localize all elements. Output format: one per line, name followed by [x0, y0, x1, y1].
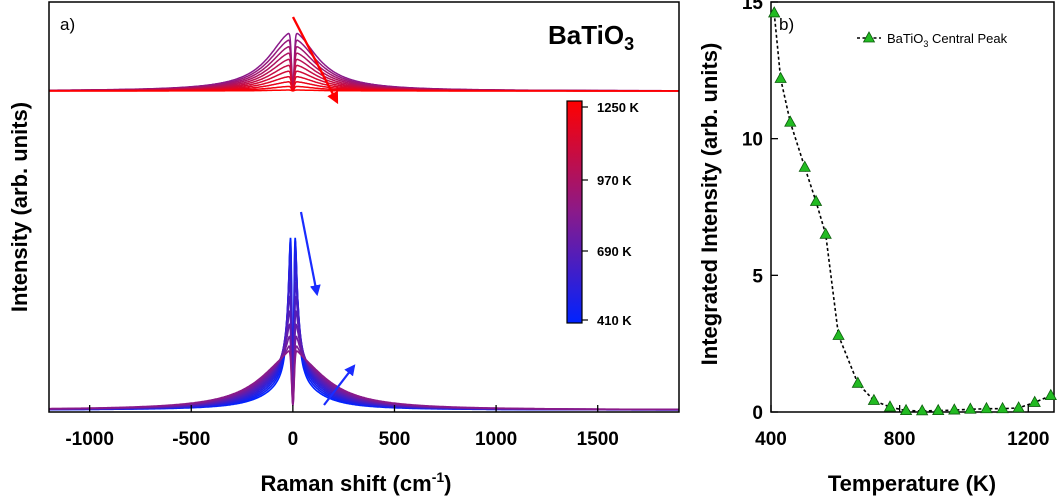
panel-a-x-tick-label: 1000 — [475, 429, 517, 450]
legend-marker — [862, 31, 876, 43]
spectrum-low-temp — [49, 310, 679, 411]
spectrum-low-temp — [49, 254, 679, 411]
spectrum-high-temp — [49, 52, 679, 92]
data-point-marker — [774, 71, 787, 83]
data-point-marker — [819, 227, 832, 239]
data-point-marker — [867, 393, 881, 405]
panel-a-x-tick-label: 500 — [379, 429, 411, 450]
panel-a-x-tick-label: -1000 — [65, 429, 114, 450]
panel-b-series — [768, 6, 1057, 416]
spectrum-low-temp — [48, 245, 679, 411]
series-line — [773, 12, 1052, 412]
panel-b-y-tick-label: 5 — [752, 266, 763, 287]
panel-a-x-axis-title: Raman shift (cm-1) — [261, 469, 452, 496]
spectrum-high-temp — [49, 64, 679, 92]
data-point-marker — [809, 194, 823, 206]
colorbar-label-690: 690 K — [597, 244, 632, 259]
data-point-marker — [832, 328, 845, 340]
high-temp-trend-arrow — [291, 16, 339, 105]
material-title: BaTiO3 — [548, 20, 634, 54]
spectrum-low-temp — [49, 295, 679, 411]
panel-b-legend: BaTiO3 Central Peak — [857, 31, 1008, 49]
panel-a-label: a) — [60, 15, 75, 34]
colorbar-label-970: 970 K — [597, 173, 632, 188]
panel-b-label: b) — [779, 15, 794, 34]
spectrum-low-temp — [49, 241, 679, 411]
panel-b-y-tick-label: 0 — [752, 403, 763, 424]
panel-a-x-tick-label: 1500 — [577, 429, 619, 450]
spectrum-low-temp — [49, 237, 679, 411]
data-point-marker — [964, 402, 977, 414]
panel-b-y-tick-label: 10 — [742, 130, 763, 151]
data-point-marker — [932, 403, 945, 416]
panel-a-frame — [48, 1, 680, 413]
panel-b-x-tick-label: 800 — [884, 429, 916, 450]
data-point-marker — [768, 6, 781, 18]
spectrum-low-temp — [49, 281, 679, 411]
panel-b-x-tick-label: 1200 — [1007, 429, 1049, 450]
temperature-colorbar — [566, 100, 583, 324]
panel-b-axis-ticks: 400 800 1200 0 5 10 15 — [742, 0, 1050, 450]
panel-b-frame — [770, 1, 1055, 413]
data-point-marker — [915, 404, 929, 416]
spectrum-high-temp — [49, 70, 679, 92]
panel-a-x-tick-label: 0 — [288, 429, 299, 450]
panel-a-x-tick-label: -500 — [172, 429, 210, 450]
data-point-marker — [948, 403, 961, 415]
panel-b-y-axis-title: Integrated Intensity (arb. units) — [697, 43, 722, 366]
panel-a-y-axis-title: Intensity (arb. units) — [7, 102, 32, 312]
colorbar-ticks — [582, 106, 588, 321]
panel-a-x-ticks: -1000 -500 0 500 1000 1500 — [65, 405, 619, 450]
panel-b-x-tick-label: 400 — [755, 429, 787, 450]
data-point-marker — [1012, 401, 1025, 413]
legend-text: BaTiO3 Central Peak — [887, 31, 1008, 49]
spectra-curves — [48, 32, 679, 411]
low-temp-peak-arrow — [299, 211, 321, 297]
data-point-marker — [899, 403, 913, 416]
data-point-marker — [851, 376, 865, 388]
data-point-marker — [1028, 395, 1041, 407]
data-point-marker — [980, 401, 993, 414]
spectrum-low-temp — [49, 267, 679, 411]
data-point-marker — [798, 160, 811, 172]
spectrum-low-temp — [49, 350, 679, 411]
data-point-marker — [883, 400, 897, 412]
panel-a-raman-spectra: -1000 -500 0 500 1000 1500 a) BaTiO3 1250 K 9… — [7, 1, 680, 496]
data-point-marker — [784, 115, 797, 127]
data-point-marker — [1044, 388, 1057, 401]
spectrum-high-temp — [49, 46, 679, 92]
panel-b-y-tick-label: 15 — [742, 0, 764, 14]
data-point-marker — [996, 401, 1009, 414]
spectrum-high-temp — [49, 58, 679, 92]
panel-b-x-axis-title: Temperature (K) — [828, 471, 996, 496]
colorbar-label-1250: 1250 K — [597, 100, 640, 115]
spectrum-high-temp — [49, 89, 679, 92]
colorbar-label-410: 410 K — [597, 313, 632, 328]
low-temp-wing-arrow — [323, 364, 356, 406]
